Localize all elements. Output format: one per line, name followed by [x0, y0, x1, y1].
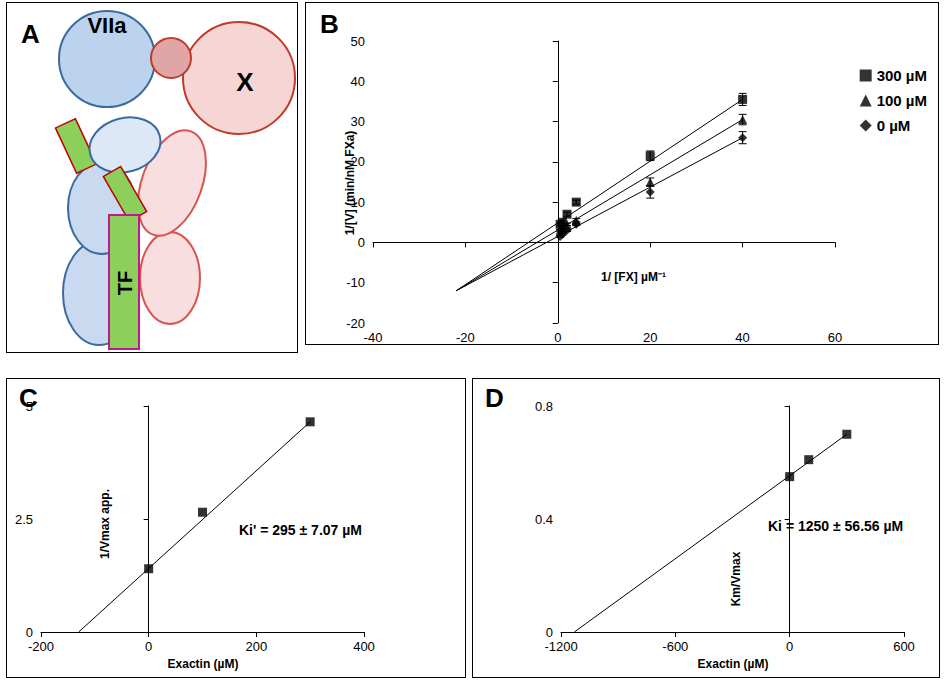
- svg-text:40: 40: [735, 330, 749, 344]
- svg-text:B: B: [320, 9, 339, 39]
- svg-text:0 µM: 0 µM: [877, 117, 911, 134]
- svg-text:-20: -20: [456, 330, 475, 344]
- svg-text:0: 0: [786, 639, 793, 654]
- svg-text:60: 60: [828, 330, 842, 344]
- svg-text:Km/Vmax: Km/Vmax: [729, 551, 743, 606]
- svg-text:300 µM: 300 µM: [877, 67, 927, 84]
- svg-text:-40: -40: [364, 330, 383, 344]
- svg-text:Exactin (µM): Exactin (µM): [698, 657, 769, 671]
- svg-text:2.5: 2.5: [15, 512, 33, 527]
- svg-text:Ki' = 295 ± 7.07 µM: Ki' = 295 ± 7.07 µM: [239, 522, 362, 538]
- svg-text:30: 30: [351, 114, 365, 129]
- svg-text:0: 0: [546, 625, 553, 640]
- svg-text:0: 0: [26, 625, 33, 640]
- svg-text:1/Vmax app.: 1/Vmax app.: [98, 489, 112, 559]
- svg-text:10: 10: [351, 195, 365, 210]
- svg-text:VIIa: VIIa: [87, 13, 127, 38]
- svg-text:200: 200: [245, 639, 267, 654]
- svg-text:0.8: 0.8: [535, 399, 553, 414]
- svg-text:1/ [FX] µM⁻¹: 1/ [FX] µM⁻¹: [601, 270, 666, 284]
- svg-text:50: 50: [351, 34, 365, 49]
- svg-text:D: D: [485, 383, 504, 413]
- svg-text:X: X: [236, 67, 254, 97]
- svg-text:-10: -10: [346, 275, 365, 290]
- svg-text:0: 0: [554, 330, 561, 344]
- svg-text:40: 40: [351, 74, 365, 89]
- svg-text:600: 600: [893, 639, 915, 654]
- svg-text:0: 0: [358, 235, 365, 250]
- svg-text:-1200: -1200: [544, 639, 577, 654]
- svg-text:1/[V] (min/nM FXa): 1/[V] (min/nM FXa): [343, 131, 357, 236]
- svg-text:20: 20: [643, 330, 657, 344]
- svg-text:400: 400: [353, 639, 375, 654]
- svg-text:-600: -600: [662, 639, 688, 654]
- svg-text:C: C: [19, 383, 38, 413]
- svg-text:0: 0: [145, 639, 152, 654]
- svg-text:0.4: 0.4: [535, 512, 553, 527]
- svg-text:A: A: [21, 19, 40, 49]
- svg-text:5: 5: [26, 399, 33, 414]
- svg-text:-20: -20: [346, 316, 365, 331]
- svg-text:-200: -200: [28, 639, 54, 654]
- svg-text:20: 20: [351, 154, 365, 169]
- svg-text:Ki = 1250 ± 56.56 µM: Ki = 1250 ± 56.56 µM: [768, 518, 903, 534]
- svg-text:TF: TF: [114, 271, 136, 295]
- svg-text:Exactin (µM): Exactin (µM): [168, 657, 239, 671]
- svg-text:100 µM: 100 µM: [877, 92, 927, 109]
